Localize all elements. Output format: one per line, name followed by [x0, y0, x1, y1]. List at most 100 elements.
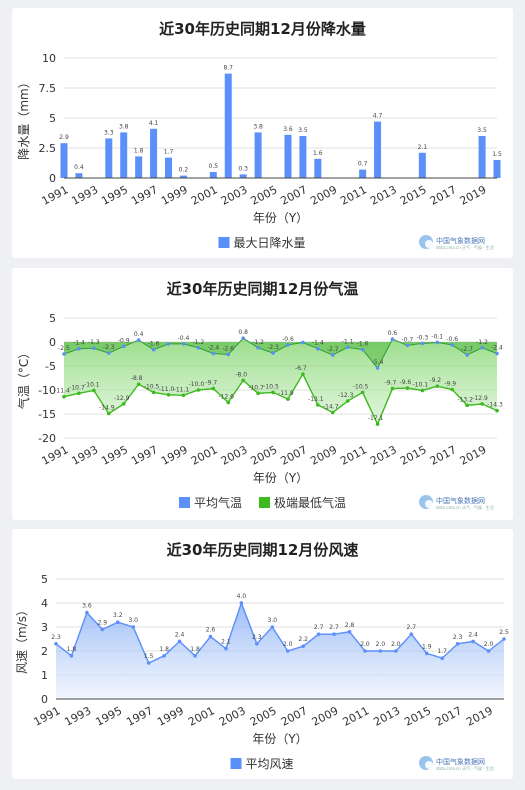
avg-temp-point	[330, 353, 335, 357]
y-tick-label: 0	[41, 693, 48, 706]
bar	[478, 136, 486, 178]
data-label: 2.8	[345, 622, 355, 629]
min-temp-point	[316, 403, 320, 407]
data-label: 0.2	[179, 167, 189, 174]
y-tick-label: 5	[41, 573, 48, 586]
wind-point	[347, 630, 352, 634]
bar	[314, 158, 322, 178]
data-label: -0.7	[402, 336, 414, 343]
wind-point	[285, 649, 290, 653]
data-label: 3.5	[477, 127, 487, 134]
x-tick-label: 2013	[368, 443, 399, 468]
avg-temp-point	[106, 351, 111, 355]
data-label: -0.3	[416, 334, 428, 341]
bar	[165, 157, 173, 178]
avg-temp-point	[301, 340, 305, 345]
legend-label: 极端最低气温	[274, 495, 346, 510]
x-tick-label: 2019	[458, 183, 489, 208]
data-label: -14.9	[99, 405, 115, 412]
x-tick-label: 2017	[428, 443, 459, 468]
legend-swatch	[179, 497, 190, 508]
wind-point	[146, 661, 151, 665]
min-temp-point	[360, 390, 365, 395]
x-tick-label: 2019	[464, 704, 495, 729]
y-tick-label: 7.5	[39, 82, 57, 95]
data-label: 2.0	[360, 641, 370, 648]
x-tick-label: 1997	[124, 704, 155, 729]
avg-temp-point	[181, 342, 186, 346]
bar	[284, 134, 292, 178]
x-tick-label: 2003	[217, 704, 248, 729]
avg-temp-point	[136, 338, 141, 342]
avg-temp-point	[151, 347, 156, 352]
data-label: -12.6	[218, 393, 234, 400]
bar	[179, 175, 187, 178]
min-temp-point	[480, 402, 484, 406]
data-label: 2.7	[407, 624, 417, 631]
x-tick-label: 1993	[62, 704, 93, 729]
logo-text: 中国气象数据网	[436, 236, 485, 245]
x-tick-label: 1995	[99, 443, 130, 468]
avg-temp-point	[211, 351, 216, 356]
x-tick-label: 1991	[40, 443, 71, 468]
bar	[150, 128, 158, 178]
x-tick-label: 2001	[189, 443, 220, 468]
min-temp-point	[450, 387, 455, 392]
data-label: 0.3	[238, 165, 248, 172]
data-label: 3.8	[253, 123, 263, 130]
data-label: -0.4	[178, 335, 190, 342]
data-label: -2.3	[103, 344, 115, 351]
x-tick-label: 2013	[368, 183, 399, 208]
avg-temp-point	[256, 345, 260, 350]
data-label: -12.9	[114, 395, 130, 402]
avg-temp-point	[480, 345, 484, 350]
y-tick-label: 10	[42, 52, 56, 65]
y-tick-label: 2.5	[39, 142, 57, 155]
min-temp-point	[62, 394, 66, 399]
data-label: -13.1	[308, 396, 324, 403]
bar	[359, 169, 367, 178]
wind-point	[440, 656, 445, 660]
x-tick-label: 2001	[189, 183, 220, 208]
x-tick-label: 2007	[278, 443, 309, 468]
data-label: 0.8	[238, 329, 248, 336]
x-tick-label: 1999	[159, 183, 190, 208]
avg-temp-point	[435, 340, 440, 345]
logo-subtext: data.cma.cn 天气 · 气候 · 生活	[436, 504, 494, 510]
wind-point	[424, 651, 429, 656]
y-axis-label: 降水量（mm）	[17, 76, 31, 159]
min-temp-point	[405, 386, 410, 390]
avg-temp-point	[121, 344, 126, 349]
data-label: 3.3	[104, 129, 114, 136]
data-label: 4.7	[373, 113, 383, 120]
data-label: -13.2	[457, 396, 473, 403]
data-label: 3.8	[119, 123, 129, 130]
data-label: -10.1	[413, 381, 429, 388]
chart-title: 近30年历史同期12月份降水量	[159, 20, 366, 38]
data-label: 2.4	[468, 631, 478, 638]
data-label: -10.7	[248, 384, 264, 391]
avg-temp-point	[465, 353, 469, 357]
data-label: -8.0	[235, 371, 247, 378]
data-label: 2.5	[499, 629, 509, 636]
x-tick-label: 2015	[398, 183, 429, 208]
x-tick-label: 2005	[248, 704, 279, 729]
data-label: 2.3	[252, 634, 262, 641]
logo-subtext: data.cma.cn 天气 · 气候 · 生活	[436, 765, 494, 771]
x-tick-label: 1993	[69, 443, 100, 468]
y-tick-label: -20	[38, 432, 56, 445]
x-tick-label: 2009	[308, 443, 339, 468]
x-tick-label: 2017	[433, 704, 464, 729]
avg-temp-point	[495, 351, 499, 356]
x-tick-label: 2005	[249, 183, 280, 208]
avg-temp-point	[286, 343, 290, 347]
data-label: 2.1	[418, 144, 428, 151]
wind-point	[85, 610, 89, 615]
wind-point	[455, 642, 460, 646]
data-label: 2.9	[98, 619, 108, 626]
x-tick-label: 2015	[402, 704, 433, 729]
data-label: -1.2	[252, 339, 264, 346]
legend-swatch	[230, 758, 242, 769]
x-tick-label: 2009	[308, 183, 339, 208]
data-label: -2.4	[491, 345, 503, 352]
